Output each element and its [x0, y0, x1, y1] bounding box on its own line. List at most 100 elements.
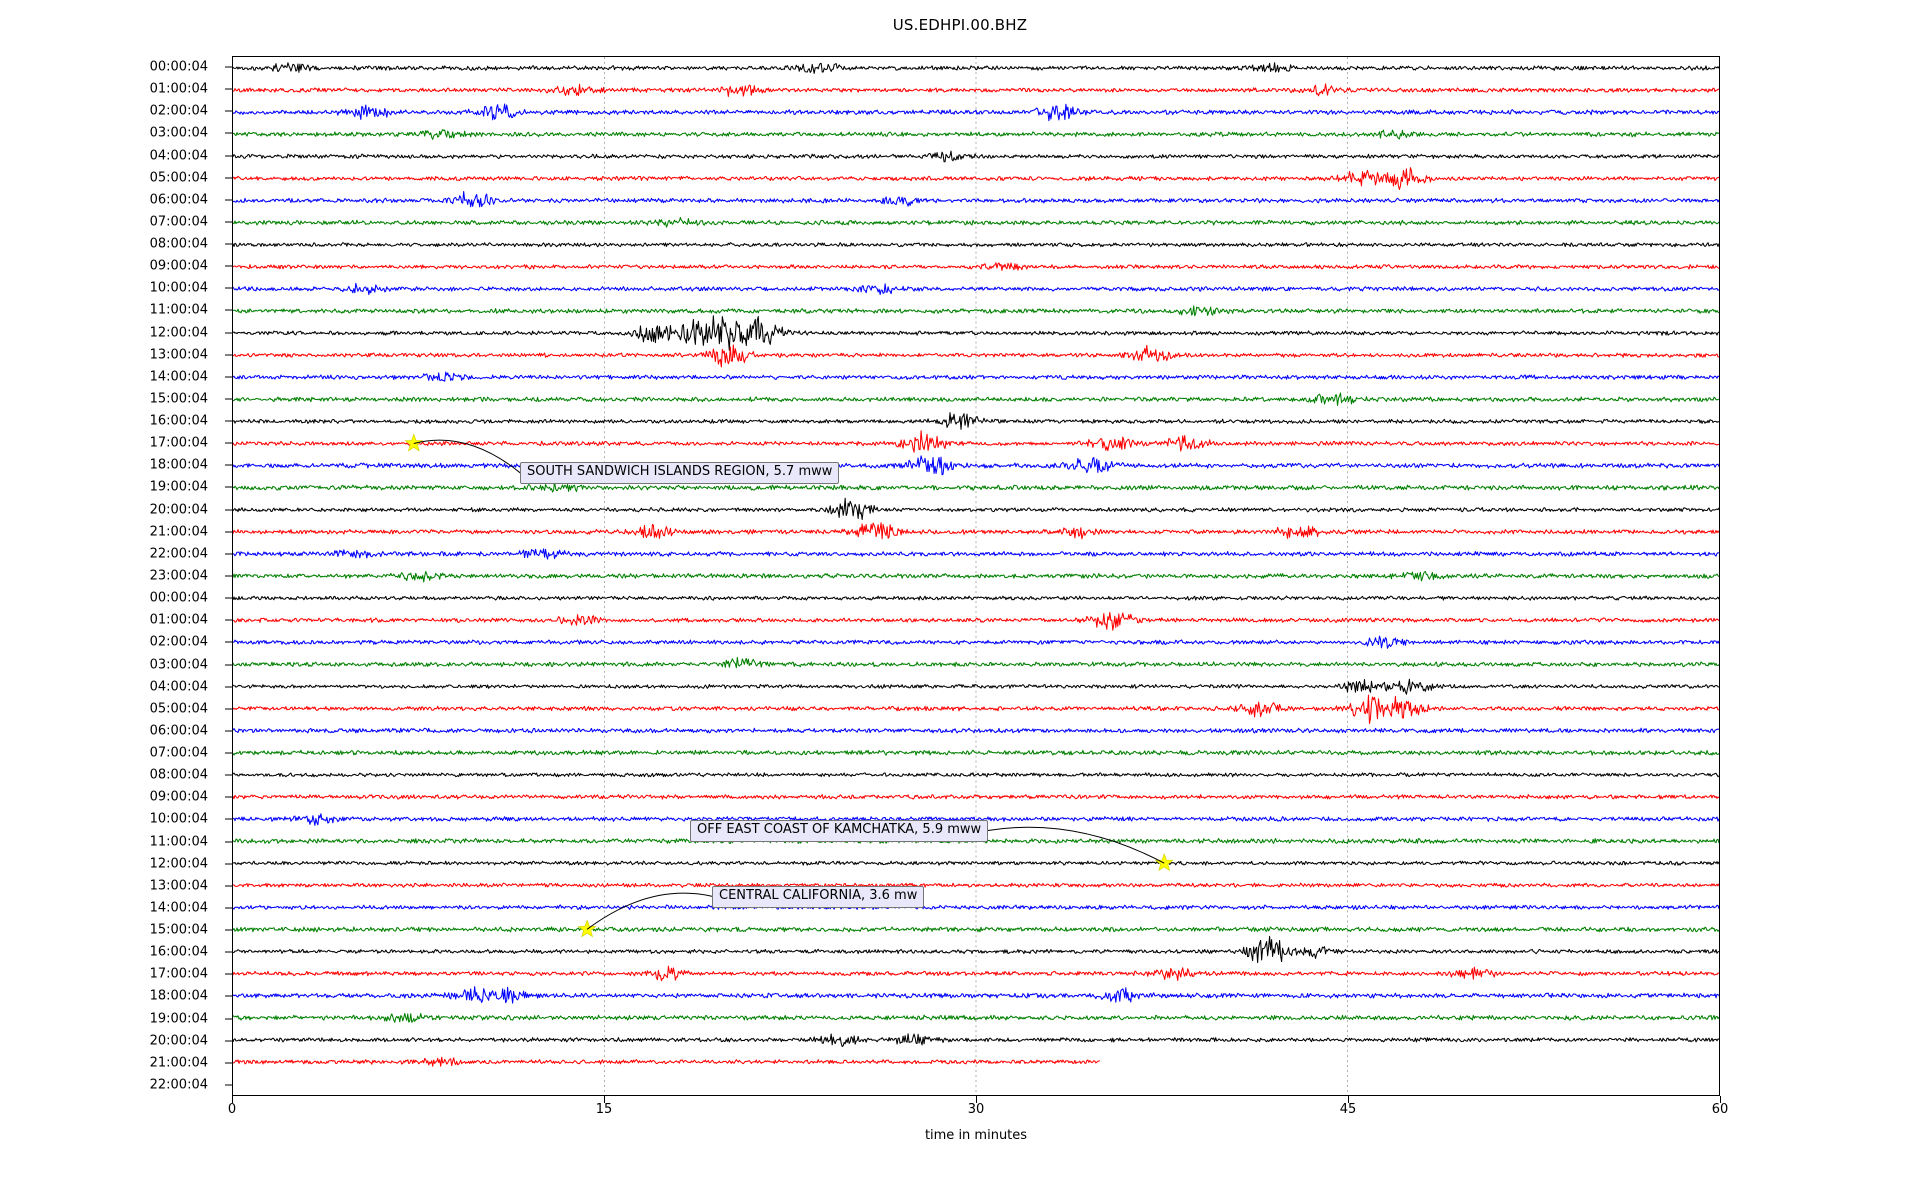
x-axis-tick-label: 30 [967, 1102, 985, 1117]
y-axis-tick-mark [225, 1040, 232, 1042]
y-axis-tick-label: 00:00:04 [149, 590, 208, 606]
y-axis-tick-label: 01:00:04 [149, 612, 208, 628]
y-axis-tick-mark [225, 1084, 232, 1086]
y-axis-tick-label: 14:00:04 [149, 900, 208, 916]
y-axis-tick-mark [225, 398, 232, 400]
y-axis-tick-mark [225, 929, 232, 931]
y-axis-tick-mark [225, 973, 232, 975]
y-axis-tick-mark [225, 1062, 232, 1064]
y-axis-tick-label: 05:00:04 [149, 170, 208, 186]
y-axis-tick-label: 11:00:04 [149, 834, 208, 850]
event-annotation-label: CENTRAL CALIFORNIA, 3.6 mw [712, 886, 925, 908]
y-axis-tick-mark [225, 841, 232, 843]
y-axis-tick-mark [225, 66, 232, 68]
y-axis-tick-label: 18:00:04 [149, 457, 208, 473]
x-axis-label: time in minutes [924, 1128, 1028, 1143]
y-axis-tick-mark [225, 486, 232, 488]
y-axis-tick-label: 10:00:04 [149, 811, 208, 827]
x-axis-tick-mark [1348, 1096, 1349, 1103]
y-axis-tick-label: 23:00:04 [149, 568, 208, 584]
y-axis-tick-label: 06:00:04 [149, 723, 208, 739]
y-axis-tick-label: 19:00:04 [149, 1011, 208, 1027]
y-axis-tick-mark [225, 155, 232, 157]
y-axis-tick-label: 00:00:04 [149, 59, 208, 75]
y-axis-tick-label: 18:00:04 [149, 988, 208, 1004]
y-axis-tick-label: 04:00:04 [149, 679, 208, 695]
y-axis-tick-mark [225, 818, 232, 820]
y-axis-tick-label: 12:00:04 [149, 856, 208, 872]
y-axis-tick-mark [225, 265, 232, 267]
x-axis-tick-mark [1720, 1096, 1721, 1103]
y-axis-tick-label: 20:00:04 [149, 1033, 208, 1049]
y-axis-tick-label: 09:00:04 [149, 789, 208, 805]
y-axis-tick-mark [225, 110, 232, 112]
y-axis-tick-mark [225, 287, 232, 289]
y-axis-tick-mark [225, 885, 232, 887]
y-axis-tick-label: 07:00:04 [149, 745, 208, 761]
y-axis-tick-label: 02:00:04 [149, 634, 208, 650]
y-axis-tick-label: 03:00:04 [149, 657, 208, 672]
y-axis-tick-label: 21:00:04 [149, 1055, 208, 1071]
y-axis-tick-label: 16:00:04 [149, 413, 208, 429]
y-axis-tick-label: 17:00:04 [149, 966, 208, 982]
event-marker-overlay [404, 433, 1174, 938]
y-axis-tick-mark [225, 309, 232, 311]
y-axis-tick-label: 05:00:04 [149, 701, 208, 717]
x-axis-tick-label: 0 [227, 1102, 237, 1117]
y-axis-tick-mark [225, 863, 232, 865]
y-axis-tick-mark [225, 686, 232, 688]
y-axis-tick-mark [225, 354, 232, 356]
y-axis-tick-mark [225, 420, 232, 422]
y-axis-tick-label: 13:00:04 [149, 347, 208, 363]
y-axis-tick-mark [225, 464, 232, 466]
y-axis-tick-label: 12:00:04 [149, 325, 208, 341]
y-axis-tick-mark [225, 907, 232, 909]
y-axis-tick-mark [225, 708, 232, 710]
y-axis-tick-mark [225, 243, 232, 245]
y-axis-tick-label: 09:00:04 [149, 258, 208, 274]
y-axis-tick-label: 20:00:04 [149, 502, 208, 518]
y-axis-tick-label: 06:00:04 [149, 192, 208, 208]
y-axis-tick-label: 08:00:04 [149, 236, 208, 252]
trace-lines [233, 62, 1719, 1067]
y-axis-tick-label: 19:00:04 [149, 479, 208, 495]
y-axis-tick-mark [225, 951, 232, 953]
y-axis-tick-label: 13:00:04 [149, 878, 208, 894]
x-axis-tick-mark [232, 1096, 233, 1103]
x-axis-tick-label: 15 [595, 1102, 613, 1117]
y-axis-tick-mark [225, 796, 232, 798]
y-axis-tick-mark [225, 509, 232, 511]
y-axis-tick-label: 17:00:04 [149, 435, 208, 451]
y-axis-tick-mark [225, 376, 232, 378]
y-axis-tick-mark [225, 619, 232, 621]
y-axis-tick-label: 01:00:04 [149, 81, 208, 97]
y-axis-tick-mark [225, 199, 232, 201]
y-axis-tick-label: 03:00:04 [149, 125, 208, 141]
y-axis-tick-mark [225, 332, 232, 334]
y-axis-tick-mark [225, 177, 232, 179]
y-axis-tick-mark [225, 553, 232, 555]
event-annotation-label: SOUTH SANDWICH ISLANDS REGION, 5.7 mww [520, 462, 840, 484]
y-axis-tick-label: 10:00:04 [149, 280, 208, 296]
x-axis-tick-label: 60 [1711, 1102, 1729, 1117]
y-axis-tick-mark [225, 1018, 232, 1020]
y-axis-tick-label: 02:00:04 [149, 103, 208, 119]
y-axis-tick-label: 22:00:04 [149, 1077, 208, 1093]
y-axis-tick-mark [225, 641, 232, 643]
y-axis-tick-label: 21:00:04 [149, 524, 208, 540]
y-axis-tick-label: 07:00:04 [149, 214, 208, 230]
y-axis-tick-mark [225, 774, 232, 776]
y-axis-tick-mark [225, 221, 232, 223]
y-axis-tick-mark [225, 597, 232, 599]
y-axis-tick-label: 11:00:04 [149, 302, 208, 318]
y-axis-tick-mark [225, 575, 232, 577]
y-axis-tick-label: 16:00:04 [149, 944, 208, 960]
y-axis-tick-label: 15:00:04 [149, 922, 208, 938]
y-axis-tick-label: 14:00:04 [149, 369, 208, 385]
y-axis-tick-label: 22:00:04 [149, 546, 208, 562]
y-axis-tick-mark [225, 664, 232, 665]
page-title: US.EDHPI.00.BHZ [892, 16, 1028, 34]
y-axis-tick-mark [225, 995, 232, 997]
y-axis-tick-label: 08:00:04 [149, 767, 208, 783]
